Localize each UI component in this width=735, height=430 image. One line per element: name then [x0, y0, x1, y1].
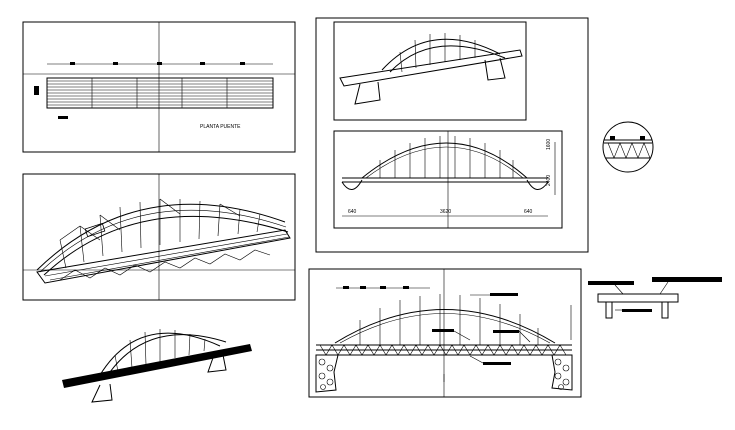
plan-width-marker — [34, 86, 39, 95]
section-label-bottom — [622, 309, 652, 312]
elevation-arch-bridge — [341, 136, 549, 190]
elevation-sheet-panel: 640 3620 640 1600 2400 — [315, 17, 589, 253]
solid-bridge-deck — [62, 344, 252, 388]
solid-bridge-hangers — [114, 329, 206, 373]
elevation-dim-right: 640 — [524, 209, 533, 215]
terrain-elevation-panel — [308, 268, 582, 398]
elevation-sheet-frame — [315, 17, 589, 253]
terrain-dimension-ticks — [343, 286, 409, 289]
solid-bridge-abutment-left — [91, 383, 113, 403]
terrain-rocks-right — [551, 354, 573, 391]
plan-scale-marker — [58, 116, 68, 119]
inner-perspective-frame — [333, 21, 527, 121]
terrain-arch-bridge — [316, 294, 572, 356]
inner-perspective-bridge — [339, 33, 523, 105]
section-pier-right — [661, 301, 669, 319]
solid-3d-bridge — [62, 329, 252, 403]
solid-bridge-abutment-right — [207, 349, 227, 373]
section-label-right — [652, 277, 722, 282]
solid-bridge-arch-front — [99, 332, 221, 376]
plan-view-panel: PLANTA PUENTE — [22, 21, 296, 153]
elevation-height-bottom: 2400 — [546, 175, 552, 186]
perspective-arch — [36, 198, 289, 276]
section-deck-slab — [597, 293, 679, 303]
plan-deck — [46, 77, 274, 109]
terrain-rocks-left — [315, 354, 339, 393]
perspective-truss-panel — [22, 173, 296, 301]
terrain-panel-frame — [308, 268, 582, 398]
perspective-deck — [36, 229, 291, 284]
solid-bridge-arch-back — [109, 334, 227, 373]
terrain-callout-labels — [432, 293, 531, 365]
plan-caption: PLANTA PUENTE — [200, 124, 241, 130]
plan-dimension-ticks — [70, 62, 245, 65]
detail-circle — [602, 121, 654, 173]
elevation-dim-center: 3620 — [440, 209, 451, 215]
section-label-left — [588, 281, 634, 285]
elevation-height-top: 1600 — [546, 139, 552, 150]
deck-section-detail — [588, 277, 722, 319]
elevation-dim-left: 640 — [348, 209, 357, 215]
section-pier-left — [605, 301, 613, 319]
